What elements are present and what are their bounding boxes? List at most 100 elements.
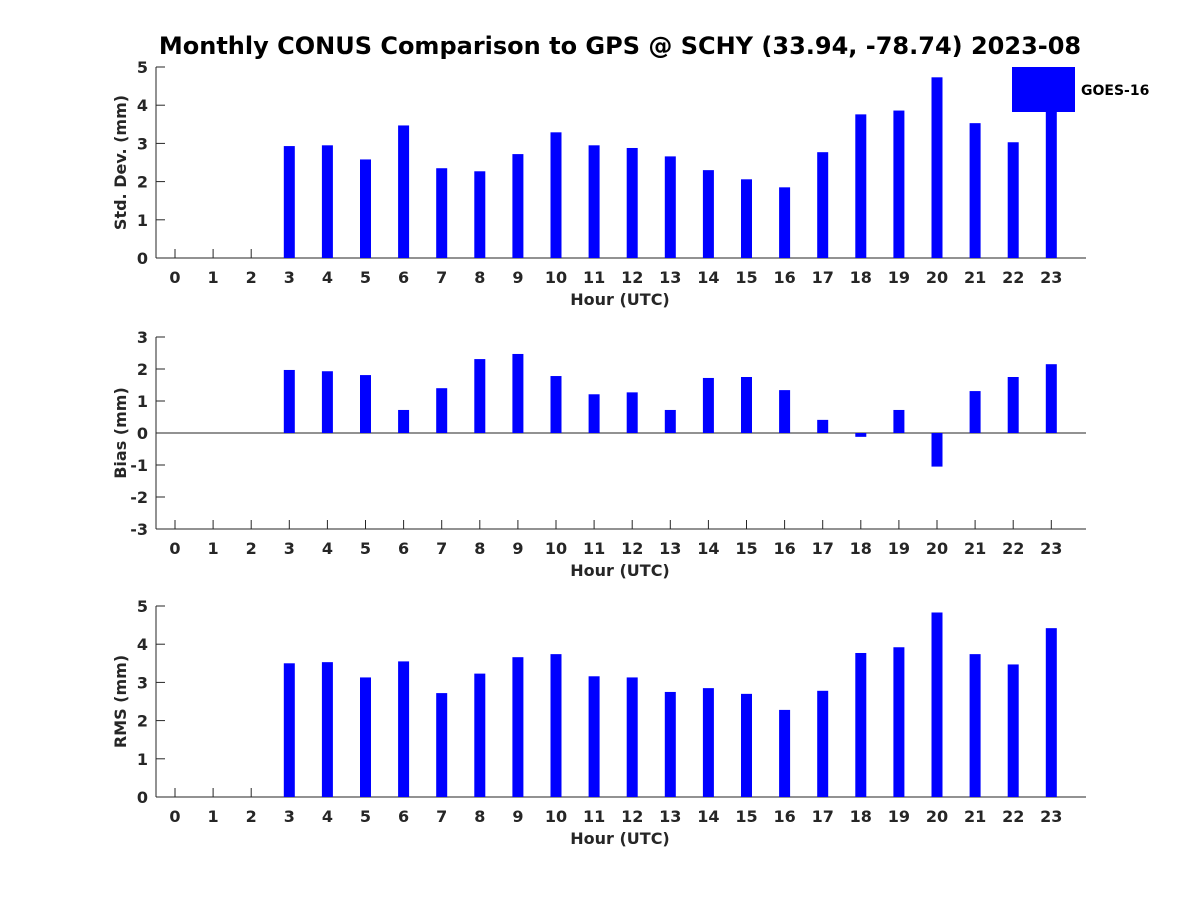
- bar-hour-3: [283, 369, 295, 433]
- x-tick-label: 0: [169, 807, 180, 826]
- bar-hour-23: [1045, 364, 1057, 433]
- x-tick-label: 13: [659, 268, 681, 287]
- x-tick-label: 2: [246, 268, 257, 287]
- x-tick-label: 22: [1002, 268, 1024, 287]
- bar-hour-4: [321, 145, 333, 258]
- bar-hour-11: [588, 676, 600, 797]
- bar-hour-18: [855, 652, 867, 797]
- x-tick-label: 3: [284, 807, 295, 826]
- bar-hour-15: [741, 377, 752, 433]
- bar-hour-7: [436, 693, 448, 797]
- x-tick-label: 9: [512, 268, 523, 287]
- bar-hour-3: [283, 146, 295, 258]
- y-tick-label: 4: [137, 96, 148, 115]
- y-tick-label: 3: [137, 673, 148, 692]
- x-tick-label: 20: [926, 539, 948, 558]
- y-tick-label: 2: [137, 360, 148, 379]
- x-tick-label: 21: [964, 268, 986, 287]
- x-axis-label: Hour (UTC): [570, 290, 670, 309]
- bar-hour-22: [1007, 377, 1019, 433]
- bar-hour-7: [436, 388, 448, 433]
- bar-hour-11: [588, 145, 600, 258]
- bar-hour-14: [702, 377, 714, 433]
- x-tick-label: 8: [474, 268, 485, 287]
- bar-hour-21: [969, 654, 981, 797]
- x-tick-label: 10: [545, 268, 567, 287]
- x-tick-label: 0: [169, 539, 180, 558]
- bar-hour-9: [512, 353, 524, 433]
- x-tick-label: 19: [888, 807, 910, 826]
- x-tick-label: 4: [322, 539, 333, 558]
- x-tick-label: 6: [398, 268, 409, 287]
- x-tick-label: 6: [398, 807, 409, 826]
- bar-hour-13: [664, 156, 676, 258]
- x-tick-label: 1: [208, 539, 219, 558]
- bar-hour-11: [588, 394, 600, 433]
- y-tick-label: -1: [130, 456, 148, 475]
- x-tick-label: 10: [545, 539, 567, 558]
- x-tick-label: 6: [398, 539, 409, 558]
- x-tick-label: 13: [659, 539, 681, 558]
- x-tick-label: 23: [1040, 539, 1062, 558]
- legend-swatch: [1012, 67, 1075, 112]
- bar-hour-20: [931, 433, 943, 467]
- bar-hour-16: [779, 390, 791, 433]
- x-tick-label: 12: [621, 539, 643, 558]
- x-tick-label: 23: [1040, 268, 1062, 287]
- x-tick-label: 21: [964, 539, 986, 558]
- x-tick-label: 12: [621, 807, 643, 826]
- bar-hour-20: [931, 612, 943, 797]
- x-tick-label: 15: [735, 268, 757, 287]
- x-tick-label: 19: [888, 268, 910, 287]
- y-tick-label: 2: [137, 173, 148, 192]
- x-tick-label: 1: [208, 268, 219, 287]
- bar-hour-19: [893, 110, 905, 258]
- x-tick-label: 20: [926, 807, 948, 826]
- bar-hour-12: [626, 147, 638, 258]
- bar-hour-17: [817, 419, 829, 433]
- x-tick-label: 15: [735, 807, 757, 826]
- y-tick-label: 5: [137, 58, 148, 77]
- x-tick-label: 7: [436, 807, 447, 826]
- x-tick-label: 4: [322, 807, 333, 826]
- x-tick-label: 5: [360, 539, 371, 558]
- x-tick-label: 8: [474, 807, 485, 826]
- bar-hour-15: [741, 693, 752, 797]
- bar-hour-5: [360, 375, 371, 433]
- bar-hour-14: [702, 170, 714, 258]
- x-axis-label: Hour (UTC): [570, 561, 670, 580]
- y-tick-label: 1: [137, 750, 148, 769]
- x-tick-label: 4: [322, 268, 333, 287]
- bar-hour-9: [512, 657, 524, 797]
- bar-hour-13: [664, 691, 676, 797]
- x-tick-label: 1: [208, 807, 219, 826]
- bar-hour-14: [702, 688, 714, 797]
- y-tick-label: 2: [137, 712, 148, 731]
- bar-hour-19: [893, 409, 905, 433]
- x-tick-label: 7: [436, 268, 447, 287]
- x-tick-label: 9: [512, 539, 523, 558]
- x-tick-label: 14: [697, 807, 719, 826]
- y-axis-label: Std. Dev. (mm): [111, 95, 130, 230]
- bar-hour-18: [855, 114, 867, 258]
- bar-hour-3: [283, 663, 295, 797]
- bar-hour-21: [969, 391, 981, 433]
- bar-hour-8: [474, 673, 486, 797]
- y-tick-label: 3: [137, 328, 148, 347]
- y-tick-label: 3: [137, 134, 148, 153]
- x-tick-label: 17: [812, 539, 834, 558]
- x-tick-label: 18: [850, 539, 872, 558]
- x-tick-label: 16: [773, 539, 795, 558]
- bar-hour-5: [360, 677, 371, 797]
- y-tick-label: 1: [137, 392, 148, 411]
- bar-hour-13: [664, 409, 676, 433]
- y-axis-label: Bias (mm): [111, 387, 130, 479]
- bar-hour-16: [779, 187, 791, 258]
- bar-hour-22: [1007, 142, 1019, 258]
- bar-hour-12: [626, 677, 638, 797]
- figure-title: Monthly CONUS Comparison to GPS @ SCHY (…: [159, 32, 1081, 60]
